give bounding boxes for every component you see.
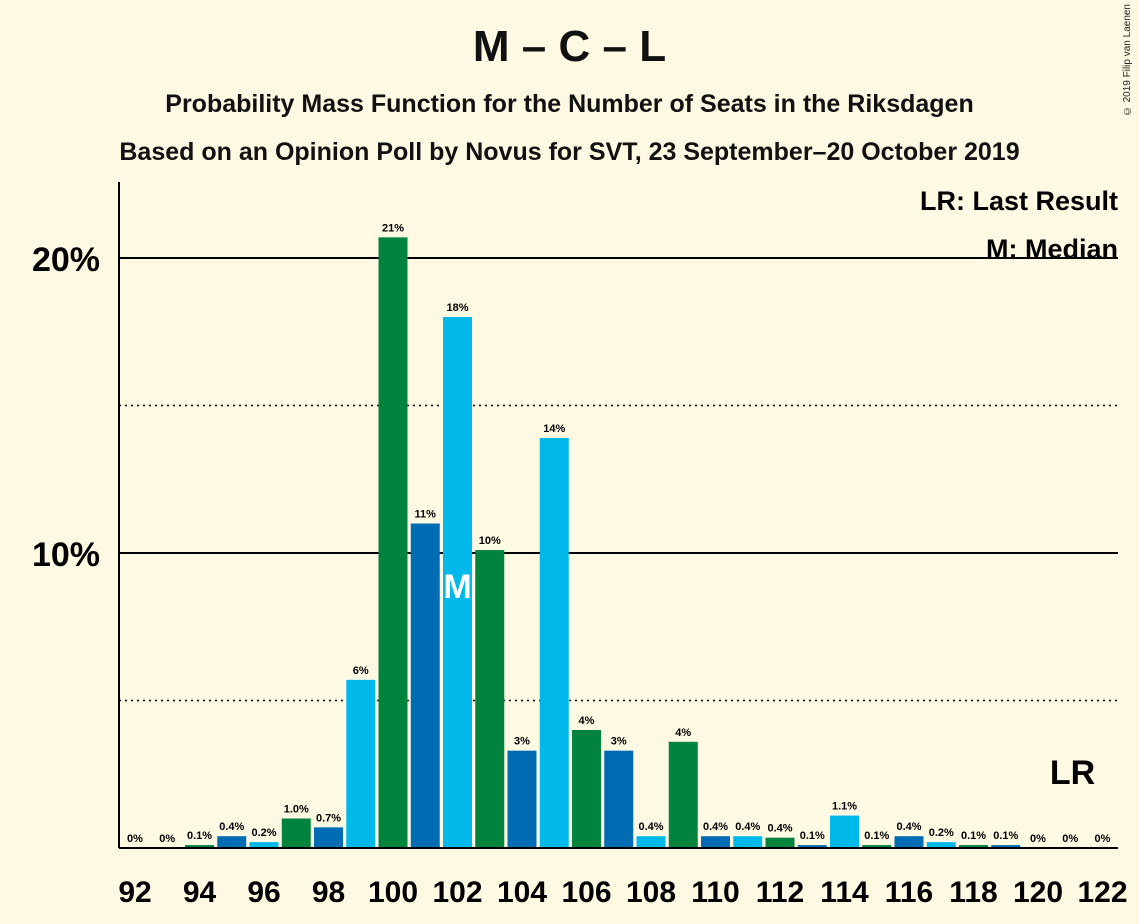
- data-label: 0%: [159, 833, 175, 845]
- data-label: 0.1%: [187, 830, 212, 842]
- x-tick-label: 92: [118, 876, 151, 909]
- x-tick-label: 114: [820, 876, 869, 909]
- bar: [862, 845, 892, 848]
- data-label: 0%: [1062, 833, 1078, 845]
- x-tick-label: 106: [561, 876, 611, 909]
- bar: [539, 437, 569, 848]
- data-label: 18%: [446, 302, 468, 314]
- y-tick-label: 10%: [32, 536, 100, 574]
- x-tick-label: 116: [885, 876, 933, 909]
- data-label: 0%: [1030, 833, 1046, 845]
- data-label: 0.4%: [638, 821, 663, 833]
- legend-last-result: LR: Last Result: [920, 186, 1118, 216]
- data-label: 0.1%: [993, 830, 1018, 842]
- bar: [668, 741, 698, 848]
- bar: [185, 845, 214, 848]
- bar: [281, 818, 311, 848]
- chart-title: M – C – L: [472, 22, 667, 71]
- bar: [410, 523, 440, 848]
- data-label: 1.0%: [284, 804, 309, 816]
- tick-labels: 92 94 96 98 100 102 104 106 108 110 112 114 116 118 12…: [32, 241, 1128, 909]
- data-label: 1.1%: [832, 801, 857, 813]
- data-label: 0.1%: [864, 830, 889, 842]
- x-tick-label: 98: [312, 876, 345, 909]
- x-tick-label: 120: [1013, 876, 1063, 909]
- bar: [765, 837, 795, 848]
- data-label: 0.4%: [703, 821, 728, 833]
- data-label: 0%: [1095, 833, 1111, 845]
- data-label: 3%: [514, 736, 530, 748]
- chart-subtitle: Probability Mass Function for the Number…: [165, 90, 974, 118]
- median-marker: M: [443, 568, 471, 606]
- x-tick-label: 102: [432, 876, 482, 909]
- data-label: 21%: [382, 222, 404, 234]
- x-tick-label: 104: [497, 876, 547, 909]
- y-tick-label: 20%: [32, 241, 100, 279]
- x-tick-label: 108: [626, 876, 676, 909]
- data-label: 6%: [353, 665, 369, 677]
- data-label: 4%: [579, 715, 595, 727]
- x-tick-label: 112: [756, 876, 804, 909]
- x-tick-label: 94: [183, 876, 217, 909]
- data-label: 0%: [127, 833, 143, 845]
- bar: [314, 827, 343, 848]
- bar: [959, 845, 988, 848]
- bar: [733, 836, 763, 848]
- bar: [475, 550, 505, 848]
- data-label: 4%: [675, 727, 691, 739]
- data-label: 0.1%: [961, 830, 986, 842]
- last-result-marker: LR: [1050, 754, 1095, 792]
- data-label: 0.4%: [219, 821, 244, 833]
- data-labels: 0% 0% 0.1% 0.4% 0.2% 1.0% 0.7% 6% 21% 11% 18% 10% 3%…: [127, 222, 1111, 845]
- gridlines: [119, 257, 1118, 702]
- bar: [378, 237, 408, 849]
- bar: [217, 836, 247, 848]
- bar: [636, 836, 666, 848]
- data-label: 0.7%: [316, 812, 341, 824]
- x-tick-label: 96: [247, 876, 280, 909]
- bar: [572, 730, 601, 848]
- data-label: 14%: [543, 423, 565, 435]
- bar: [701, 836, 730, 848]
- x-tick-label: 122: [1077, 876, 1127, 909]
- bar: [249, 842, 279, 848]
- data-label: 0.2%: [251, 827, 276, 839]
- bar: [346, 679, 376, 848]
- data-label: 0.4%: [767, 823, 792, 835]
- bar: [443, 317, 472, 848]
- x-tick-label: 100: [368, 876, 418, 909]
- data-label: 10%: [479, 535, 501, 547]
- x-tick-label: 110: [691, 876, 739, 909]
- chart-source-subtitle: Based on an Opinion Poll by Novus for SV…: [119, 138, 1020, 166]
- bar: [604, 750, 634, 848]
- data-label: 0.1%: [800, 830, 825, 842]
- bar: [894, 836, 924, 848]
- markers: M LR: [443, 568, 1095, 792]
- x-tick-label: 118: [949, 876, 997, 909]
- bar: [830, 815, 859, 848]
- bar: [926, 842, 956, 848]
- legend-median: M: Median: [986, 234, 1118, 264]
- data-label: 0.2%: [929, 827, 954, 839]
- bar: [991, 845, 1021, 848]
- data-label: 0.4%: [735, 821, 760, 833]
- bars: [185, 237, 1021, 849]
- bar: [797, 845, 827, 848]
- data-label: 0.4%: [896, 821, 921, 833]
- bar: [507, 750, 537, 848]
- axes: [118, 182, 1118, 849]
- data-label: 3%: [611, 736, 627, 748]
- data-label: 11%: [415, 509, 437, 521]
